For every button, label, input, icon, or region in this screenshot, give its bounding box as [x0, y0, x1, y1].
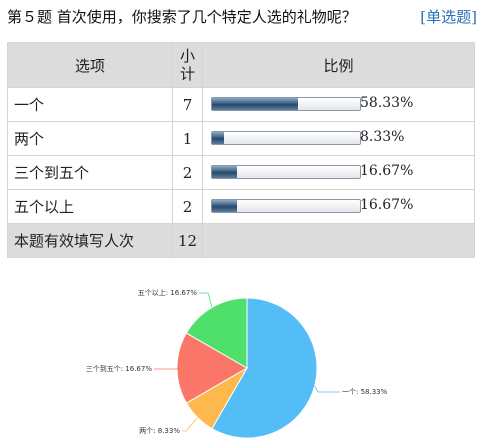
table-row: 五个以上 2 16.67% [7, 189, 475, 224]
ratio-cell: 16.67% [202, 155, 475, 190]
percent-text: 16.67% [360, 163, 414, 179]
slice-label: 五个以上: 16.67% [138, 288, 198, 297]
slice-more-than-five [185, 297, 248, 369]
table-row: 三个到五个 2 16.67% [7, 155, 475, 190]
slice-connector [314, 385, 340, 393]
progress-bar [211, 131, 361, 145]
option-count: 2 [172, 155, 203, 190]
header-ratio: 比例 [202, 42, 475, 88]
percent-text: 8.33% [360, 129, 405, 145]
question-type-link[interactable]: [单选题] [420, 8, 477, 26]
table-header-row: 选项 小计 比例 [7, 42, 475, 88]
ratio-cell: 8.33% [202, 121, 475, 156]
ratio-cell: 58.33% [202, 87, 475, 122]
question-title: 第５题 首次使用，你搜索了几个特定人选的礼物呢？ [7, 8, 357, 26]
progress-fill [212, 166, 237, 178]
option-count: 1 [172, 121, 203, 156]
option-label: 一个 [7, 87, 173, 122]
total-empty-cell [202, 223, 475, 258]
percent-text: 16.67% [360, 197, 414, 213]
slice-label: 三个到五个: 16.67% [86, 365, 153, 373]
progress-fill [212, 98, 299, 110]
slice-label: 两个: 8.33% [139, 427, 180, 435]
header-count: 小计 [172, 42, 203, 88]
total-label: 本题有效填写人次 [7, 223, 173, 258]
progress-bar [211, 97, 361, 111]
slice-connector [154, 367, 183, 370]
percent-text: 58.33% [360, 95, 414, 111]
total-count: 12 [172, 223, 203, 258]
pie-chart: 一个: 58.33% 两个: 8.33% 三个到五个: 16.67% 五个以上: 16… [86, 288, 388, 439]
option-label: 三个到五个 [7, 155, 173, 190]
header-option: 选项 [7, 42, 173, 88]
table-row: 两个 1 8.33% [7, 121, 475, 156]
ratio-cell: 16.67% [202, 189, 475, 224]
option-count: 7 [172, 87, 203, 122]
slice-one [211, 297, 318, 439]
progress-fill [212, 200, 237, 212]
slice-connector [199, 292, 213, 308]
option-label: 五个以上 [7, 189, 173, 224]
progress-bar [211, 199, 361, 213]
result-table: 选项 小计 比例 一个 7 58.33% 两个 1 8.33% 三个到五个 2 [7, 42, 475, 258]
progress-fill [212, 132, 225, 144]
total-row: 本题有效填写人次 12 [7, 223, 475, 258]
table-row: 一个 7 58.33% [7, 87, 475, 122]
slice-label: 一个: 58.33% [342, 388, 388, 396]
progress-bar [211, 165, 361, 179]
option-count: 2 [172, 189, 203, 224]
slice-connector [182, 417, 198, 432]
header-count-text: 小计 [180, 47, 196, 83]
option-label: 两个 [7, 121, 173, 156]
